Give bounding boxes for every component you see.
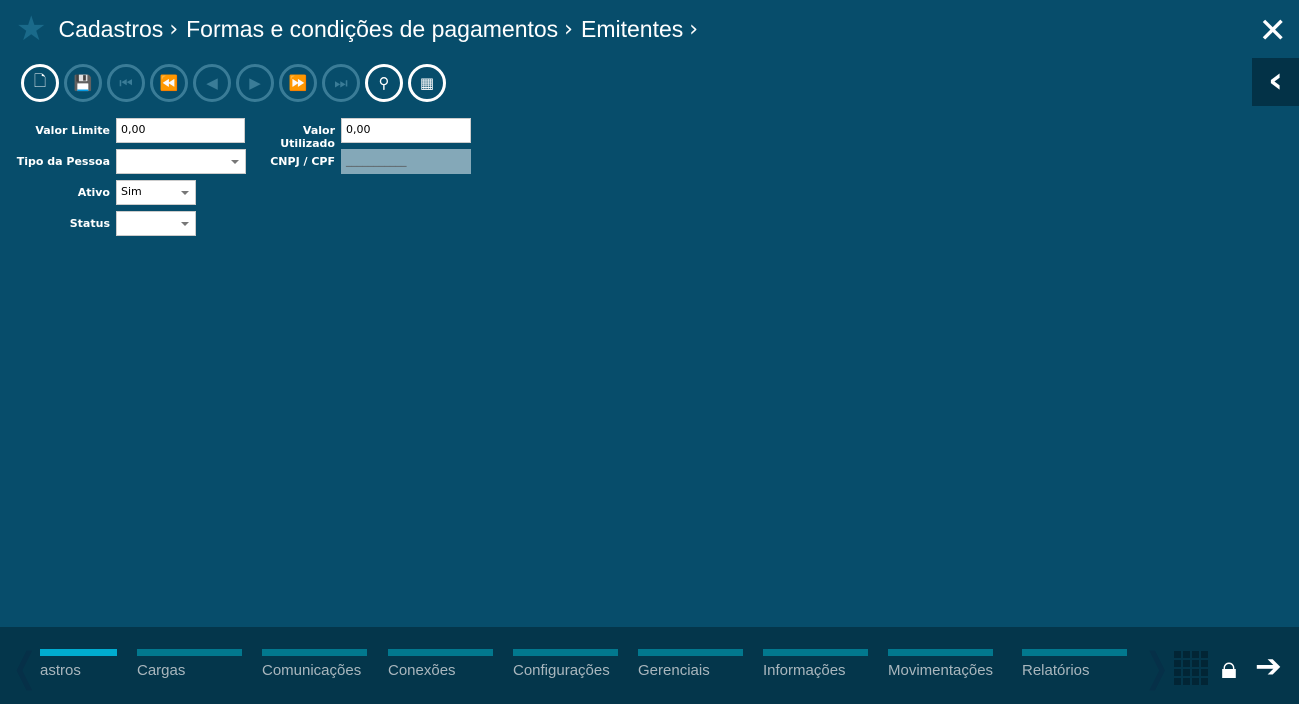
nav-label: Cargas [137, 662, 186, 679]
tipo-pessoa-label: Tipo da Pessoa [16, 155, 110, 168]
nav-item[interactable]: Movimentações [888, 649, 993, 679]
cnpj-cpf-input[interactable]: ___________ [341, 149, 471, 174]
nav-label: Configurações [513, 662, 610, 679]
last-icon: ⏭ [334, 74, 348, 92]
nav-indicator [638, 649, 743, 656]
first-button[interactable]: ⏮ [107, 64, 145, 102]
valor-limite-input[interactable]: 0,00 [116, 118, 245, 143]
new-document-button[interactable]: 🗋 [21, 64, 59, 102]
breadcrumb-item[interactable]: Cadastros [58, 15, 164, 42]
nav-item[interactable]: Gerenciais [638, 649, 743, 679]
toolbar: 🗋 💾 ⏮ ⏪ ◀ ▶ ⏩ ⏭ ⚲ ▦ [21, 64, 446, 102]
search-icon: ⚲ [378, 74, 390, 92]
nav-item[interactable]: Cargas [137, 649, 242, 679]
collapse-panel-button[interactable]: ‹ [1252, 58, 1299, 106]
nav-label: Gerenciais [638, 662, 710, 679]
chevron-right-icon: › [169, 16, 179, 42]
next-button[interactable]: ▶ [236, 64, 274, 102]
bottom-nav: ❬ astros Cargas Comunicações Conexões Config… [0, 627, 1299, 704]
grid-button[interactable]: ▦ [408, 64, 446, 102]
valor-limite-label: Valor Limite [35, 124, 110, 137]
nav-indicator [40, 649, 117, 656]
breadcrumb-item[interactable]: Formas e condições de pagamentos [186, 15, 559, 42]
fast-forward-button[interactable]: ⏩ [279, 64, 317, 102]
status-select[interactable] [116, 211, 196, 236]
nav-indicator [262, 649, 367, 656]
cnpj-cpf-label: CNPJ / CPF [270, 155, 335, 168]
nav-item[interactable]: Relatórios [1022, 649, 1127, 679]
nav-item[interactable]: Configurações [513, 649, 618, 679]
nav-indicator [888, 649, 993, 656]
nav-item[interactable]: Informações [763, 649, 868, 679]
logout-arrow-icon[interactable]: ➔ [1255, 647, 1282, 685]
favorite-star-icon[interactable]: ★ [16, 9, 47, 49]
new-document-icon: 🗋 [33, 71, 47, 90]
nav-indicator [137, 649, 242, 656]
lock-icon[interactable]: 🔒︎ [1221, 651, 1237, 686]
nav-label: astros [40, 662, 81, 679]
ativo-label: Ativo [77, 186, 110, 199]
next-icon: ▶ [249, 74, 261, 92]
close-icon[interactable]: ✕ [1258, 11, 1288, 51]
previous-icon: ◀ [206, 74, 218, 92]
scroll-left-icon[interactable]: ❬ [8, 645, 42, 691]
search-button[interactable]: ⚲ [365, 64, 403, 102]
scroll-right-icon[interactable]: ❭ [1140, 645, 1174, 691]
valor-utilizado-input[interactable]: 0,00 [341, 118, 471, 143]
chevron-right-icon: › [689, 16, 699, 42]
grid-icon: ▦ [419, 74, 435, 92]
nav-label: Movimentações [888, 662, 994, 679]
chevron-right-icon: › [564, 16, 573, 42]
nav-label: Comunicações [262, 662, 362, 679]
nav-indicator [763, 649, 868, 656]
nav-indicator [513, 649, 618, 656]
first-icon: ⏮ [119, 74, 133, 92]
apps-grid-icon[interactable] [1174, 651, 1208, 685]
nav-indicator [388, 649, 493, 656]
fast-forward-icon: ⏩ [288, 74, 308, 92]
nav-indicator [1022, 649, 1127, 656]
nav-label: Relatórios [1022, 662, 1090, 679]
valor-utilizado-label: Valor Utilizado [280, 124, 335, 150]
rewind-icon: ⏪ [159, 74, 179, 92]
breadcrumb-item[interactable]: Emitentes [580, 15, 684, 42]
nav-item[interactable]: Comunicações [262, 649, 367, 679]
last-button[interactable]: ⏭ [322, 64, 360, 102]
save-button[interactable]: 💾 [64, 64, 102, 102]
nav-item[interactable]: Conexões [388, 649, 493, 679]
rewind-button[interactable]: ⏪ [150, 64, 188, 102]
tipo-pessoa-select[interactable] [116, 149, 246, 174]
nav-item[interactable]: astros [40, 649, 117, 679]
breadcrumb: ★ Cadastros › Formas e condições de pagam… [16, 12, 706, 46]
previous-button[interactable]: ◀ [193, 64, 231, 102]
save-icon: 💾 [73, 74, 93, 92]
nav-label: Informações [763, 662, 846, 679]
status-label: Status [69, 217, 110, 230]
ativo-select[interactable]: Sim [116, 180, 196, 205]
nav-label: Conexões [388, 662, 456, 679]
